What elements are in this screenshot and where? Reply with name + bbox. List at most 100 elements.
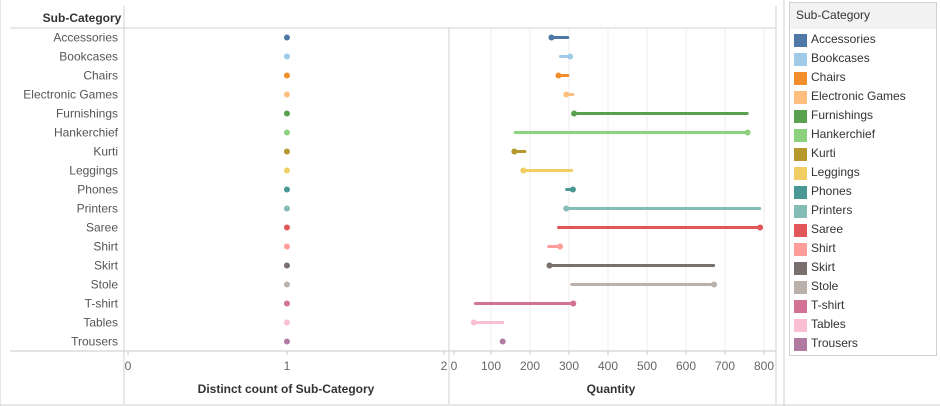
distinct-count-dot [283,110,290,117]
legend-swatch [794,281,807,294]
legend-swatch [794,91,807,104]
row-label: Kurti [93,145,118,159]
legend: Sub-Category Accessories Bookcases Chairs E… [789,2,937,356]
row-label: Electronic Games [23,88,118,102]
distinct-count-dot [283,338,290,345]
legend-item[interactable]: Accessories [790,31,936,50]
x-tick-label: 400 [598,359,618,373]
distinct-count-dot [283,91,290,98]
x-tick-label: 100 [481,359,501,373]
row-label: Phones [77,183,118,197]
x-tick-label: 2 [441,359,448,373]
legend-item[interactable]: Tables [790,316,936,335]
legend-item[interactable]: Bookcases [790,50,936,69]
row-label: Leggings [69,164,118,178]
row-label: Skirt [94,259,119,273]
row-label: Stole [91,278,119,292]
row-label: Shirt [93,240,118,254]
quantity-range-marker [567,53,574,60]
legend-item[interactable]: Printers [790,202,936,221]
distinct-count-dot [283,167,290,174]
legend-item[interactable]: Electronic Games [790,88,936,107]
row-label: Saree [86,221,118,235]
quantity-range-marker [555,72,562,79]
row-header: Sub-Category [43,11,122,25]
distinct-count-dot [283,186,290,193]
distinct-count-dot [283,72,290,79]
row-label: Furnishings [56,107,118,121]
quantity-range-marker [548,34,555,41]
legend-label: Leggings [811,165,860,179]
distinct-count-dot [283,148,290,155]
quantity-range-marker [546,262,553,269]
row-label: Bookcases [59,50,118,64]
legend-label: Shirt [811,241,836,255]
quantity-range-marker [563,91,570,98]
legend-label: Furnishings [811,108,874,122]
distinct-count-marks [283,34,290,345]
quantity-range-marker [571,110,578,117]
legend-label: Electronic Games [811,89,906,103]
legend-label: Accessories [811,32,876,46]
distinct-count-dot [283,53,290,60]
legend-item[interactable]: Chairs [790,69,936,88]
legend-swatch [794,300,807,313]
x-axes: 0 1 2 0 100 200 300 400 500 600 700 800 [125,351,774,373]
quantity-range-marker [470,319,477,326]
quantity-range-marker [511,148,518,155]
quantity-range-marker [570,300,577,307]
legend-swatch [794,148,807,161]
legend-swatch [794,167,807,180]
legend-item[interactable]: Trousers [790,335,936,354]
distinct-count-dot [283,224,290,231]
legend-item[interactable]: Leggings [790,164,936,183]
x-tick-label: 0 [125,359,132,373]
legend-label: Bookcases [811,51,870,65]
legend-item[interactable]: Kurti [790,145,936,164]
legend-item[interactable]: Saree [790,221,936,240]
x-axis-title-distinct-count: Distinct count of Sub-Category [198,382,375,396]
x-tick-label: 300 [559,359,579,373]
x-tick-label: 500 [637,359,657,373]
legend-swatch [794,205,807,218]
quantity-range-marker [744,129,751,136]
legend-swatch [794,186,807,199]
legend-swatch [794,224,807,237]
legend-label: Skirt [811,260,835,274]
x-axis-title-quantity: Quantity [587,382,636,396]
quantity-range-marker [757,224,764,231]
distinct-count-dot [283,205,290,212]
row-label: Chairs [83,69,118,83]
x-tick-label: 700 [715,359,735,373]
legend-item[interactable]: Skirt [790,259,936,278]
legend-label: Trousers [811,336,858,350]
legend-label: Hankerchief [811,127,876,141]
x-tick-label: 0 [451,359,458,373]
legend-label: Saree [811,222,844,236]
legend-item[interactable]: Stole [790,278,936,297]
distinct-count-dot [283,281,290,288]
quantity-range-marker [557,243,564,250]
legend-item[interactable]: Shirt [790,240,936,259]
row-label: Tables [83,316,118,330]
distinct-count-dot [283,243,290,250]
quantity-range-marker [569,186,576,193]
legend-item[interactable]: T-shirt [790,297,936,316]
distinct-count-dot [283,319,290,326]
row-label: Printers [77,202,118,216]
legend-label: Stole [811,279,839,293]
x-tick-label: 600 [676,359,696,373]
x-tick-label: 200 [520,359,540,373]
legend-item[interactable]: Phones [790,183,936,202]
legend-label: Tables [811,317,846,331]
legend-label: Chairs [811,70,846,84]
legend-item[interactable]: Hankerchief [790,126,936,145]
quantity-range-marker [499,338,506,345]
distinct-count-dot [283,34,290,41]
legend-item[interactable]: Furnishings [790,107,936,126]
gridlines [490,28,765,351]
legend-swatch [794,110,807,123]
legend-swatch [794,319,807,332]
